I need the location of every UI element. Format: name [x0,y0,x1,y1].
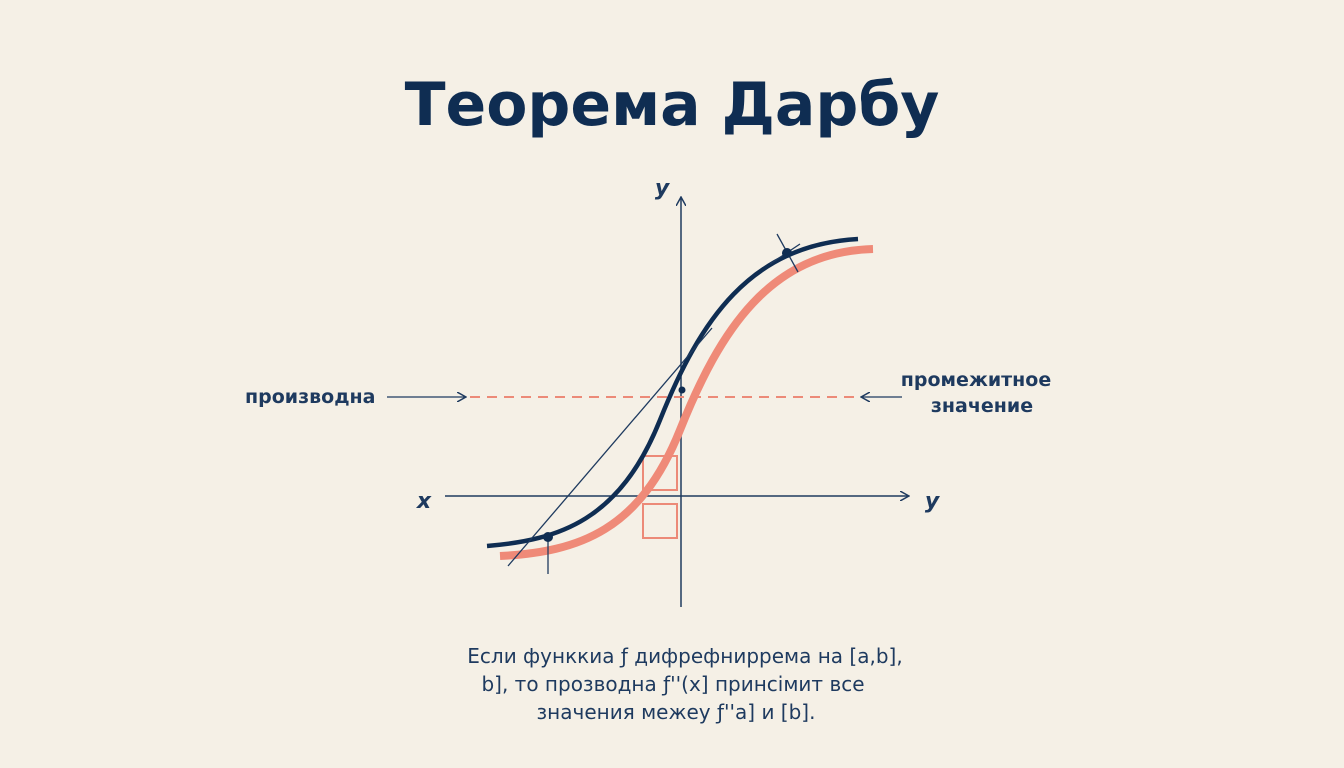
function-curve [486,236,859,549]
axis-label: y [925,489,941,514]
label: значение [931,395,1033,417]
caption-line: b], то прозводна ƒ''(x] принсімит все [481,672,864,696]
tangent-line [507,327,713,567]
square [642,503,678,539]
label: производна [245,386,376,408]
title: Теорема Дарбу [405,70,940,140]
caption-line: Если функкиа ƒ дифрефниррема на [a,b], [467,644,902,668]
derivative-curve [499,245,874,560]
point [543,532,553,542]
label: промежитное [901,369,1052,391]
point [678,386,686,394]
axis-label: y [655,176,671,201]
square [642,455,678,491]
point [782,248,792,258]
caption-line: значения межеу ƒ''a] и [b]. [537,700,816,724]
axis-label: x [416,489,432,514]
